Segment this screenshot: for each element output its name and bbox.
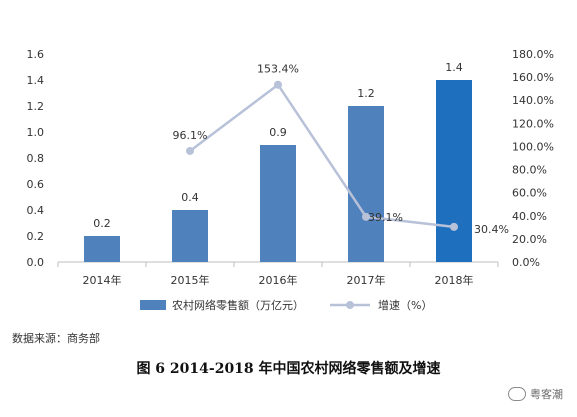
bar: [260, 145, 296, 262]
bar-data-label: 1.4: [445, 61, 463, 74]
right-axis-tick-label: 40.0%: [512, 210, 547, 223]
legend-line-label: 增速（%）: [378, 298, 432, 312]
growth-line: [189, 82, 455, 229]
right-axis-tick-label: 60.0%: [512, 187, 547, 200]
left-axis-tick-label: 1.0: [27, 126, 45, 139]
growth-point: [450, 222, 458, 231]
left-axis-tick-label: 0.8: [27, 152, 45, 165]
growth-data-label: 96.1%: [173, 129, 208, 142]
bar: [84, 236, 120, 262]
watermark: 粤客潮: [508, 386, 563, 402]
bar: [348, 106, 384, 262]
left-axis-tick-label: 0.4: [27, 204, 45, 217]
watermark-text: 粤客潮: [530, 388, 563, 401]
figure-caption: 图 6 2014-2018 年中国农村网络零售额及增速: [136, 361, 441, 377]
right-axis-tick-label: 80.0%: [512, 164, 547, 177]
right-axis-tick-label: 100.0%: [512, 140, 554, 153]
growth-data-label: 30.4%: [474, 223, 509, 236]
growth-data-label: 39.1%: [368, 211, 403, 224]
right-axis-tick-label: 160.0%: [512, 71, 554, 84]
left-axis-tick-label: 0.6: [27, 178, 45, 191]
left-axis-tick-label: 1.4: [27, 74, 45, 87]
chart-area: 0.0 0.2 0.4 0.6 0.8 1.0 1.2 1.4 1.6 0.0% 20.0% 40.0…: [27, 48, 554, 312]
x-axis-category-label: 2016年: [259, 273, 298, 287]
growth-point: [362, 212, 370, 221]
right-axis-tick-label: 180.0%: [512, 48, 554, 61]
growth-point: [186, 146, 194, 155]
bar-data-label: 0.2: [93, 217, 111, 230]
right-axis-tick-label: 20.0%: [512, 233, 547, 246]
wechat-icon: [508, 387, 526, 401]
legend-bar-swatch: [140, 300, 166, 310]
x-axis-category-label: 2015年: [171, 273, 210, 287]
growth-data-label: 153.4%: [257, 63, 299, 76]
left-axis-tick-label: 1.2: [27, 100, 45, 113]
legend-line-marker: [346, 301, 354, 309]
bar: [436, 80, 472, 262]
left-axis-tick-label: 0.2: [27, 230, 45, 243]
left-axis-tick-label: 0.0: [27, 256, 45, 269]
right-axis-tick-label: 0.0%: [512, 256, 540, 269]
right-axis-tick-label: 140.0%: [512, 94, 554, 107]
bar-data-label: 1.2: [357, 87, 375, 100]
bar-data-label: 0.9: [269, 126, 287, 139]
legend-bar-label: 农村网络零售额（万亿元）: [172, 298, 304, 312]
bar: [172, 210, 208, 262]
x-axis-category-label: 2018年: [435, 273, 474, 287]
right-axis-tick-label: 120.0%: [512, 117, 554, 130]
left-axis-tick-label: 1.6: [27, 48, 45, 61]
x-axis-category-label: 2017年: [347, 273, 386, 287]
data-source-text: 数据来源：商务部: [12, 332, 100, 345]
x-axis-category-label: 2014年: [83, 273, 122, 287]
bar-data-label: 0.4: [181, 191, 199, 204]
growth-point: [274, 80, 282, 89]
